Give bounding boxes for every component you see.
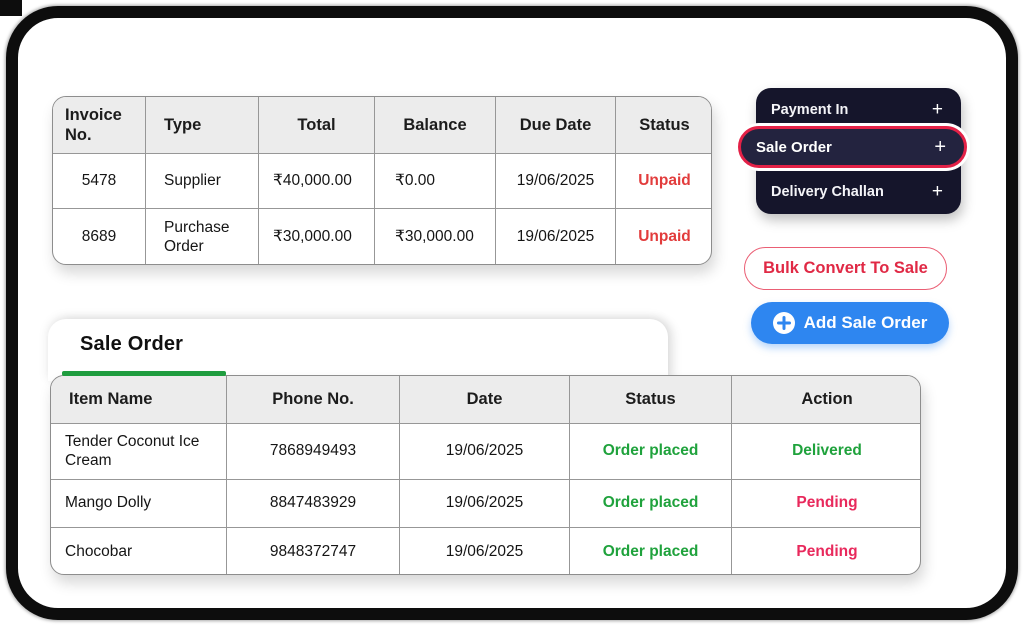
invoice-table-header-invoice-no: Invoice No. xyxy=(53,97,146,154)
sale-cell-item-name: Chocobar xyxy=(51,528,227,574)
sale-cell-item-name: Mango Dolly xyxy=(51,480,227,528)
active-tab-underline xyxy=(62,371,226,376)
sale-action-badge[interactable]: Pending xyxy=(796,542,858,560)
invoice-cell-total: ₹40,000.00 xyxy=(259,154,375,209)
invoice-cell-balance: ₹30,000.00 xyxy=(375,209,496,264)
plus-icon[interactable]: + xyxy=(931,99,943,120)
sale-cell-date: 19/06/2025 xyxy=(400,424,570,480)
add-sale-order-button[interactable]: Add Sale Order xyxy=(751,302,949,344)
add-sale-order-label: Add Sale Order xyxy=(803,313,928,332)
sale-status-badge: Order placed xyxy=(570,480,732,528)
sale-table-header-item-name: Item Name xyxy=(51,376,227,424)
invoice-cell-total: ₹30,000.00 xyxy=(259,209,375,264)
invoice-table-header-type: Type xyxy=(146,97,259,154)
invoice-table-header-total: Total xyxy=(259,97,375,154)
invoice-table-header-status: Status xyxy=(616,97,711,154)
menu-item-sale-order-highlighted[interactable]: Sale Order + xyxy=(738,126,967,168)
corner-notch-decoration xyxy=(0,0,22,16)
menu-item-label: Payment In xyxy=(771,102,849,118)
bulk-convert-to-sale-button[interactable]: Bulk Convert To Sale xyxy=(744,247,947,290)
invoice-cell-type: Supplier xyxy=(146,154,259,209)
sale-table-header-action: Action xyxy=(732,376,920,424)
plus-circle-icon xyxy=(772,312,795,334)
invoice-status-badge: Unpaid xyxy=(638,228,691,246)
sale-action-badge[interactable]: Pending xyxy=(732,480,920,528)
menu-item-payment-in[interactable]: Payment In + xyxy=(756,90,961,130)
tab-sale-order[interactable]: Sale Order xyxy=(80,333,184,355)
invoice-cell-invoice-no: 8689 xyxy=(53,209,146,264)
invoice-cell-type: Purchase Order xyxy=(146,209,259,264)
plus-icon[interactable]: + xyxy=(931,181,943,202)
sale-table-header-status: Status xyxy=(570,376,732,424)
plus-icon[interactable]: + xyxy=(934,135,946,158)
sale-cell-item-name: Tender Coconut Ice Cream xyxy=(51,424,227,480)
invoice-table-header-balance: Balance xyxy=(375,97,496,154)
sale-table-header-date: Date xyxy=(400,376,570,424)
sale-status-badge: Order placed xyxy=(570,424,732,480)
invoice-cell-due-date: 19/06/2025 xyxy=(496,209,616,264)
invoice-table-header-due-date: Due Date xyxy=(496,97,616,154)
invoice-cell-due-date: 19/06/2025 xyxy=(496,154,616,209)
sale-cell-date: 19/06/2025 xyxy=(400,480,570,528)
invoice-status-badge: Unpaid xyxy=(616,154,711,209)
sale-table-header-phone: Phone No. xyxy=(227,376,400,424)
sale-cell-phone: 8847483929 xyxy=(227,480,400,528)
sale-order-tab-card: Sale Order xyxy=(48,319,668,381)
sale-cell-phone: 7868949493 xyxy=(227,424,400,480)
menu-item-label: Sale Order xyxy=(756,138,832,156)
invoice-table: Invoice No. Type Total Balance Due Date … xyxy=(52,96,712,265)
sale-action-badge[interactable]: Delivered xyxy=(732,424,920,480)
invoice-cell-balance: ₹0.00 xyxy=(375,154,496,209)
sale-cell-date: 19/06/2025 xyxy=(400,528,570,574)
sale-cell-phone: 9848372747 xyxy=(227,528,400,574)
invoice-cell-invoice-no: 5478 xyxy=(53,154,146,209)
menu-item-delivery-challan[interactable]: Delivery Challan + xyxy=(756,172,961,212)
menu-item-label: Delivery Challan xyxy=(771,184,884,200)
sale-order-table: Item Name Phone No. Date Status Action T… xyxy=(50,375,921,575)
sale-status-badge: Order placed xyxy=(570,528,732,574)
bulk-convert-label: Bulk Convert To Sale xyxy=(763,259,928,277)
